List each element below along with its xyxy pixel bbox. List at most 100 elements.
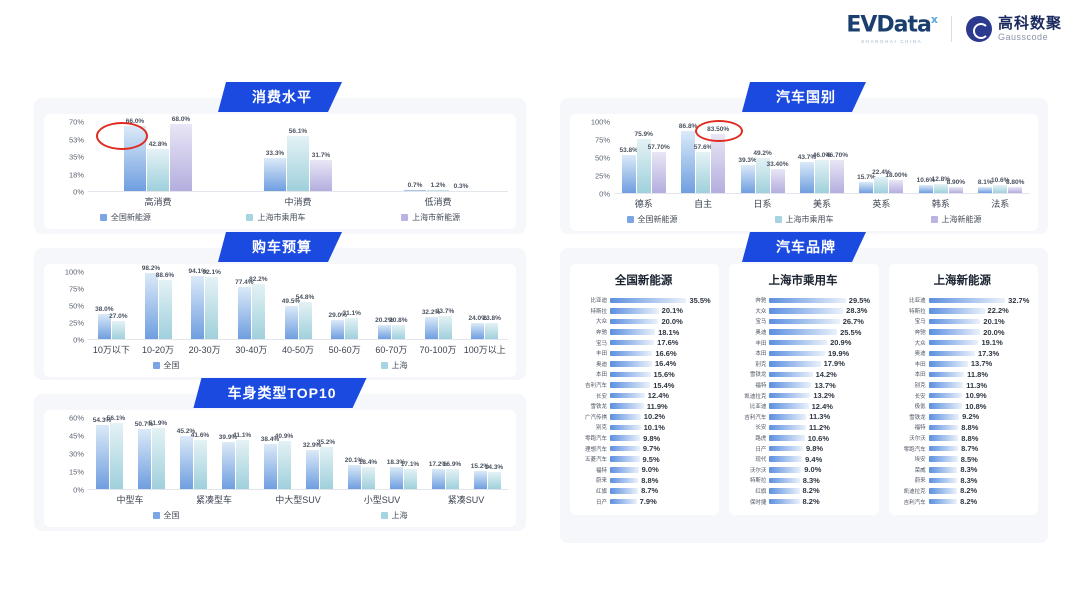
brand-list-item[interactable]: 福特 8.8% (893, 422, 1032, 433)
bar[interactable]: 33.3% (264, 150, 286, 191)
bar[interactable]: 20.2% (375, 317, 394, 339)
brand-list-item[interactable]: 宝马 17.6% (574, 337, 713, 348)
brand-list-item[interactable]: 路虎 10.6% (733, 433, 872, 444)
bar[interactable]: 31.1% (342, 310, 361, 339)
bar[interactable]: 56.1% (107, 415, 125, 489)
bar[interactable]: 23.8% (482, 315, 501, 339)
bar[interactable]: 14.3% (485, 464, 503, 489)
brand-list-item[interactable]: 沃尔沃 9.0% (733, 465, 872, 476)
bar[interactable]: 18.4% (359, 459, 377, 489)
brand-list-item[interactable]: 长安 11.2% (733, 422, 872, 433)
brand-list-item[interactable]: 长安 10.9% (893, 390, 1032, 401)
bar[interactable]: 8.90% (947, 179, 965, 193)
brand-list-item[interactable]: 极氪 10.8% (893, 401, 1032, 412)
legend-item[interactable]: 上海市新能源 (401, 212, 460, 223)
bar[interactable]: 40.9% (275, 433, 293, 489)
brand-list-item[interactable]: 大众 19.1% (893, 337, 1032, 348)
bar[interactable]: 35.2% (317, 439, 335, 489)
bar[interactable]: 45.2% (177, 428, 195, 489)
legend-item[interactable]: 全国新能源 (99, 212, 151, 223)
brand-list-item[interactable]: 本田 19.9% (733, 348, 872, 359)
brand-list-item[interactable]: 奥迪 25.5% (733, 327, 872, 338)
bar[interactable]: 42.8% (147, 141, 169, 191)
brand-list-item[interactable]: 别克 17.9% (733, 359, 872, 370)
brand-list-item[interactable]: 零跑汽车 9.8% (574, 433, 713, 444)
bar[interactable]: 54.3% (93, 417, 111, 489)
brand-list-item[interactable]: 蔚来 8.3% (893, 475, 1032, 486)
brand-list-item[interactable]: 吉利汽车 11.3% (733, 412, 872, 423)
brand-list-item[interactable]: 奥迪 16.4% (574, 359, 713, 370)
bar[interactable]: 10.6% (917, 177, 935, 193)
brand-list-item[interactable]: 凯迪拉克 13.2% (733, 390, 872, 401)
brand-list-item[interactable]: 日产 9.8% (733, 443, 872, 454)
brand-list-item[interactable]: 理想汽车 9.7% (574, 443, 713, 454)
legend-item[interactable]: 全国 (152, 510, 180, 521)
bar[interactable]: 16.9% (443, 461, 461, 489)
legend-item[interactable]: 上海市乘用车 (774, 214, 834, 225)
brand-list-item[interactable]: 奔驰 18.1% (574, 327, 713, 338)
bar[interactable]: 98.2% (142, 265, 160, 339)
bar[interactable]: 49.5% (282, 298, 300, 339)
brand-list-item[interactable]: 福特 9.0% (574, 465, 713, 476)
brand-list-item[interactable]: 丰田 13.7% (893, 359, 1032, 370)
bar[interactable]: 92.1% (202, 269, 221, 339)
brand-list-item[interactable]: 比亚迪 35.5% (574, 295, 713, 306)
brand-list-item[interactable]: 零跑汽车 8.7% (893, 443, 1032, 454)
brand-list-item[interactable]: 五菱汽车 9.5% (574, 454, 713, 465)
bar[interactable]: 43.7% (798, 154, 816, 193)
bar[interactable]: 29.0% (328, 312, 347, 339)
legend-item[interactable]: 上海新能源 (930, 214, 982, 225)
bar[interactable]: 75.9% (634, 131, 653, 193)
bar[interactable]: 15.7% (857, 174, 876, 193)
bar[interactable]: 32.2% (422, 309, 440, 339)
bar[interactable]: 18.00% (885, 172, 907, 193)
brand-list-item[interactable]: 沃尔沃 8.8% (893, 433, 1032, 444)
bar[interactable]: 33.40% (767, 161, 789, 193)
brand-list-item[interactable]: 蔚来 8.8% (574, 475, 713, 486)
brand-list-item[interactable]: 丰田 20.9% (733, 337, 872, 348)
bar[interactable]: 20.1% (345, 457, 363, 489)
bar[interactable]: 39.9% (219, 434, 237, 489)
bar[interactable]: 86.8% (679, 123, 697, 193)
brand-list-item[interactable]: 保时捷 8.2% (733, 496, 872, 507)
brand-list-item[interactable]: 奔驰 20.0% (893, 327, 1032, 338)
brand-list-item[interactable]: 大众 28.3% (733, 306, 872, 317)
brand-list-item[interactable]: 丰田 16.6% (574, 348, 713, 359)
bar[interactable]: 49.2% (753, 150, 772, 193)
bar[interactable]: 24.0% (468, 315, 487, 339)
bar[interactable]: 77.4% (235, 279, 254, 339)
bar[interactable]: 38.4% (261, 436, 279, 489)
bar[interactable]: 41.6% (191, 432, 209, 489)
brand-list-item[interactable]: 大众 20.0% (574, 316, 713, 327)
brand-list-item[interactable]: 红旗 8.7% (574, 486, 713, 497)
bar[interactable]: 17.2% (429, 461, 447, 489)
brand-list-item[interactable]: 吉利汽车 15.4% (574, 380, 713, 391)
brand-list-item[interactable]: 广汽传祺 10.2% (574, 412, 713, 423)
bar[interactable]: 57.70% (648, 144, 670, 193)
bar[interactable]: 17.1% (401, 461, 419, 489)
bar[interactable]: 46.70% (826, 152, 848, 193)
brand-list-item[interactable]: 特斯拉 22.2% (893, 306, 1032, 317)
bar[interactable]: 0.7% (404, 182, 426, 191)
brand-list-item[interactable]: 日产 7.9% (574, 496, 713, 507)
brand-list-item[interactable]: 凯迪拉克 8.2% (893, 486, 1032, 497)
bar[interactable]: 1.2% (427, 182, 449, 191)
bar[interactable]: 18.3% (387, 459, 405, 489)
bar[interactable]: 66.0% (124, 118, 146, 191)
bar[interactable]: 82.2% (249, 276, 268, 339)
bar[interactable]: 10.6% (991, 177, 1009, 193)
bar[interactable]: 20.8% (389, 317, 408, 339)
bar[interactable]: 68.0% (170, 116, 192, 191)
brand-list-item[interactable]: 本田 11.8% (893, 369, 1032, 380)
bar[interactable]: 57.6% (694, 144, 712, 193)
bar[interactable]: 38.0% (95, 306, 114, 339)
brand-list-item[interactable]: 雪铁龙 11.9% (574, 401, 713, 412)
brand-list-item[interactable]: 红旗 8.2% (733, 486, 872, 497)
bar[interactable]: 15.2% (471, 463, 489, 489)
brand-list-item[interactable]: 埃安 8.5% (893, 454, 1032, 465)
bar[interactable]: 54.8% (296, 294, 314, 339)
bar[interactable]: 12.8% (932, 176, 950, 193)
brand-list-item[interactable]: 宝马 26.7% (733, 316, 872, 327)
bar[interactable]: 32.9% (303, 442, 321, 489)
bar[interactable]: 46.0% (813, 152, 831, 193)
